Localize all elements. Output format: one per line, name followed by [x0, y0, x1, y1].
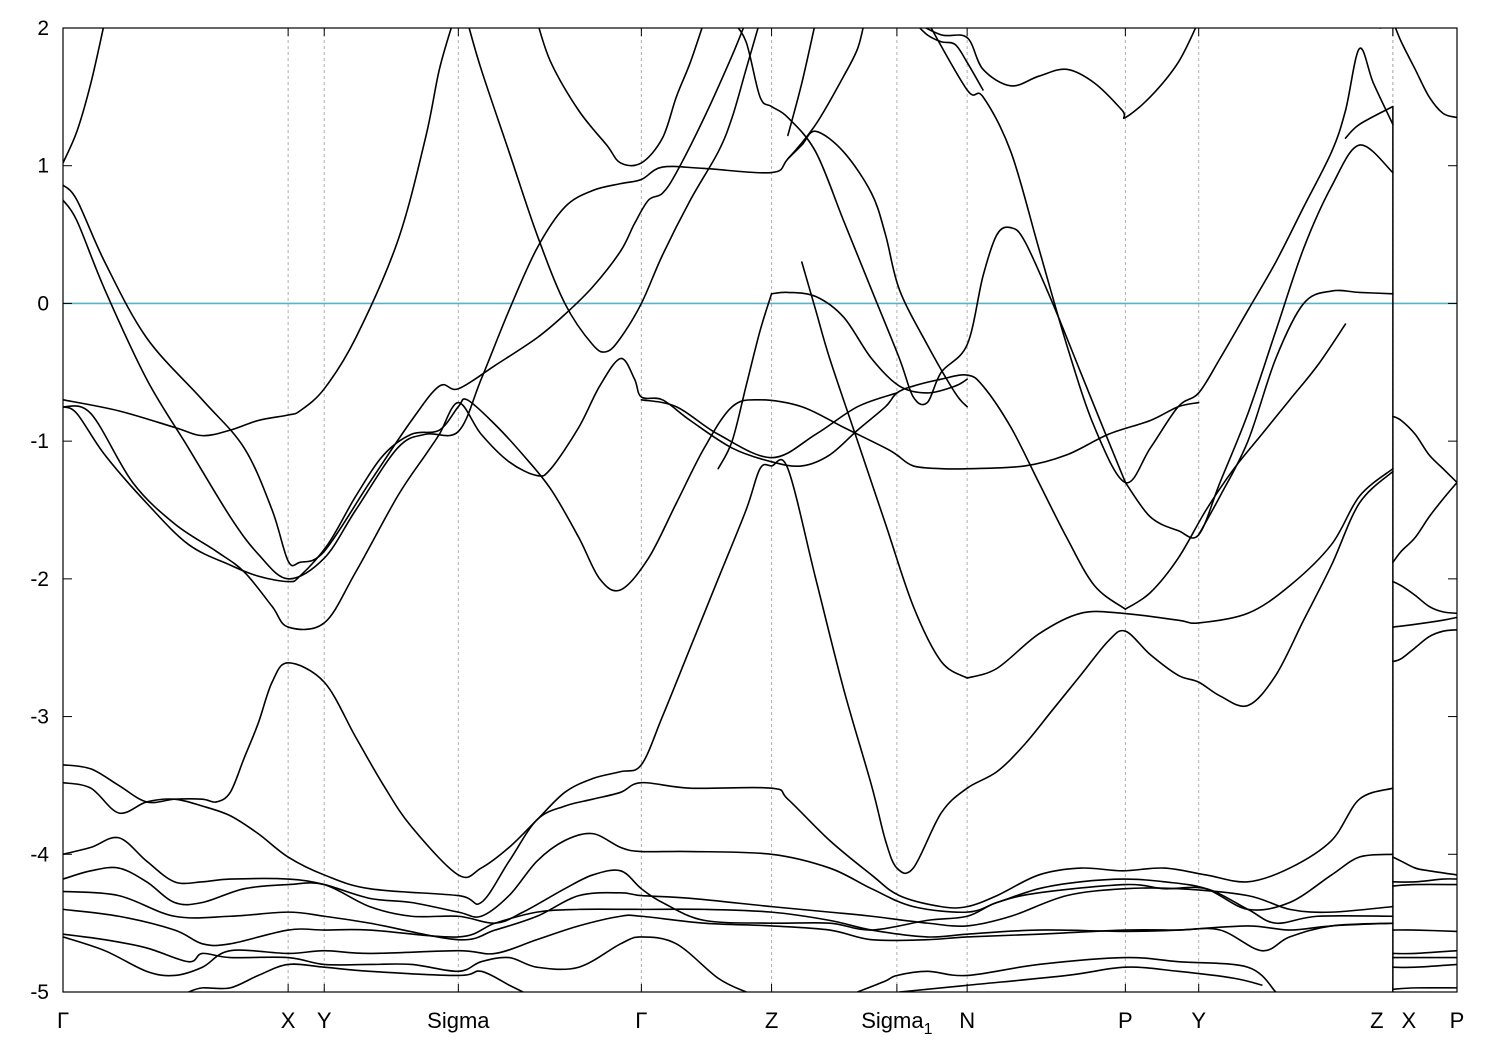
y-tick-label: -3: [30, 706, 49, 729]
band-line: [1124, 144, 1394, 539]
kpoint-label: Z: [1370, 1008, 1383, 1033]
kpoint-label: Y: [1191, 1008, 1206, 1033]
kpoint-label: X: [281, 1008, 296, 1033]
band-line: [737, 28, 1127, 484]
band-line: [1124, 323, 1347, 610]
band-line: [63, 781, 1394, 909]
band-line: [930, 28, 1394, 484]
kpoint-label: Γ: [57, 1008, 69, 1033]
band-line: [1344, 105, 1394, 139]
band-line: [63, 458, 1394, 879]
band-line: [63, 908, 1394, 947]
band-line: [918, 28, 984, 91]
band-line: [63, 887, 1394, 941]
y-tick-label: -5: [30, 981, 49, 1004]
band-line: [1392, 580, 1457, 615]
band-line: [717, 292, 773, 470]
y-tick-label: 2: [37, 17, 49, 40]
band-line: [856, 956, 1277, 992]
band-line: [1392, 883, 1457, 887]
band-line: [63, 28, 105, 164]
kpoint-label: Γ: [635, 1008, 647, 1033]
y-tick-label: 1: [37, 155, 49, 178]
y-tick-label: 0: [37, 292, 49, 315]
band-line: [1392, 629, 1457, 663]
band-line: [1392, 929, 1457, 933]
band-line: [801, 261, 968, 679]
band-line: [1378, 28, 1383, 29]
band-line: [1392, 949, 1457, 955]
band-line: [787, 28, 816, 137]
band-line: [924, 28, 1197, 120]
kpoint-label: Y: [317, 1008, 332, 1033]
band-line: [468, 28, 759, 353]
band-line: [1392, 856, 1457, 876]
band-line: [63, 28, 453, 437]
band-line: [1392, 963, 1457, 969]
band-line: [1392, 986, 1457, 991]
kpoint-label: X: [1402, 1008, 1417, 1033]
band-line: [63, 398, 1200, 592]
band-line: [63, 832, 1394, 918]
band-line: [1392, 878, 1457, 883]
bands-layer: [63, 28, 1457, 992]
band-line: [1394, 28, 1457, 119]
band-line: [63, 357, 1127, 631]
y-tick-label: -2: [30, 568, 49, 591]
y-axis-ticks: -5 -4 -3 -2 -1 0 1 2: [30, 17, 1457, 1004]
band-line: [966, 467, 1394, 679]
kpoint-label: Sigma1: [861, 1008, 932, 1038]
y-tick-label: -1: [30, 430, 49, 453]
kpoint-label: P: [1118, 1008, 1133, 1033]
plot-frame: [62, 27, 1458, 993]
kpoint-label: Z: [765, 1008, 778, 1033]
band-line: [1392, 415, 1457, 484]
kpoint-label: Sigma: [427, 1008, 490, 1033]
band-line: [1197, 289, 1394, 536]
band-line: [187, 963, 524, 992]
kpoint-label: P: [1450, 1008, 1465, 1033]
kpoint-gridlines: [287, 28, 1394, 992]
band-line: [63, 914, 1394, 977]
band-line: [640, 392, 898, 459]
band-line: [63, 28, 864, 580]
kpoint-label: N: [959, 1008, 975, 1033]
band-line: [63, 28, 745, 567]
plot-frame-layer: [62, 27, 1458, 993]
band-line: [1392, 481, 1457, 564]
kpoint-label-subscript: 1: [924, 1021, 933, 1038]
band-line: [898, 966, 1263, 992]
band-line: [770, 291, 968, 394]
band-line: [538, 28, 703, 167]
y-tick-label: -4: [30, 843, 49, 866]
band-line: [63, 933, 747, 992]
band-line: [1392, 616, 1457, 628]
band-line: [63, 866, 1394, 931]
